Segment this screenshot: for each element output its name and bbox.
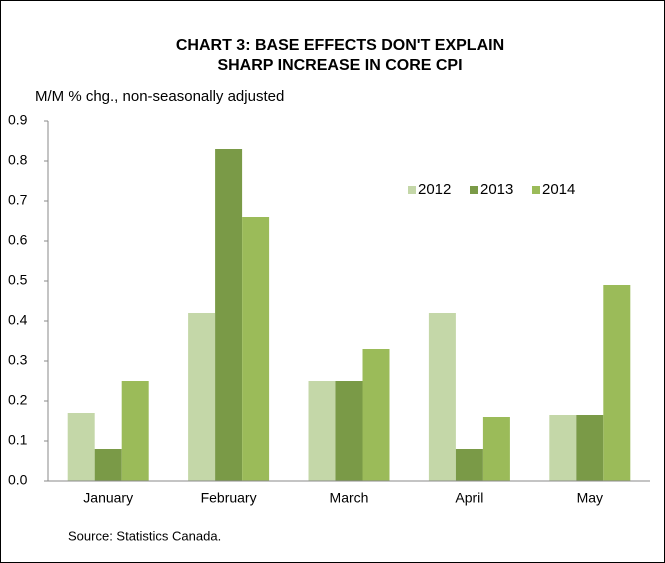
bar — [362, 349, 390, 481]
x-tick-label: February — [201, 490, 257, 506]
bar — [242, 217, 270, 481]
y-tick-label: 0.1 — [8, 432, 28, 448]
source-note: Source: Statistics Canada. — [68, 528, 221, 543]
bar — [549, 415, 577, 481]
x-tick-label: January — [83, 490, 133, 506]
bar — [308, 381, 336, 481]
bar — [94, 449, 122, 481]
bar — [428, 313, 456, 481]
legend-label: 2014 — [542, 181, 575, 198]
bar — [188, 313, 216, 481]
legend-swatch — [408, 186, 416, 194]
legend-label: 2012 — [418, 181, 451, 198]
y-tick-label: 0.7 — [8, 192, 28, 208]
y-tick-label: 0.8 — [8, 152, 28, 168]
y-tick-label: 0.2 — [8, 392, 28, 408]
bar — [335, 381, 363, 481]
x-tick-label: March — [330, 490, 369, 506]
y-axis-label: M/M % chg., non-seasonally adjusted — [35, 88, 284, 105]
y-tick-label: 0.9 — [8, 112, 28, 128]
y-tick-label: 0.3 — [8, 352, 28, 368]
legend-label: 2013 — [480, 181, 513, 198]
x-tick-label: April — [455, 490, 483, 506]
y-tick-label: 0.5 — [8, 272, 28, 288]
bar — [482, 417, 510, 481]
chart-title: CHART 3: BASE EFFECTS DON'T EXPLAIN — [176, 37, 504, 54]
bar — [67, 413, 95, 481]
y-tick-label: 0.4 — [8, 312, 28, 328]
bar — [576, 415, 604, 481]
y-tick-label: 0.6 — [8, 232, 28, 248]
bar — [121, 381, 149, 481]
x-tick-label: May — [577, 490, 603, 506]
chart-title: SHARP INCREASE IN CORE CPI — [217, 57, 462, 74]
legend-swatch — [532, 186, 540, 194]
bar — [603, 285, 631, 481]
bar — [215, 149, 243, 481]
legend-swatch — [470, 186, 478, 194]
bar — [455, 449, 483, 481]
y-tick-label: 0.0 — [8, 472, 28, 488]
